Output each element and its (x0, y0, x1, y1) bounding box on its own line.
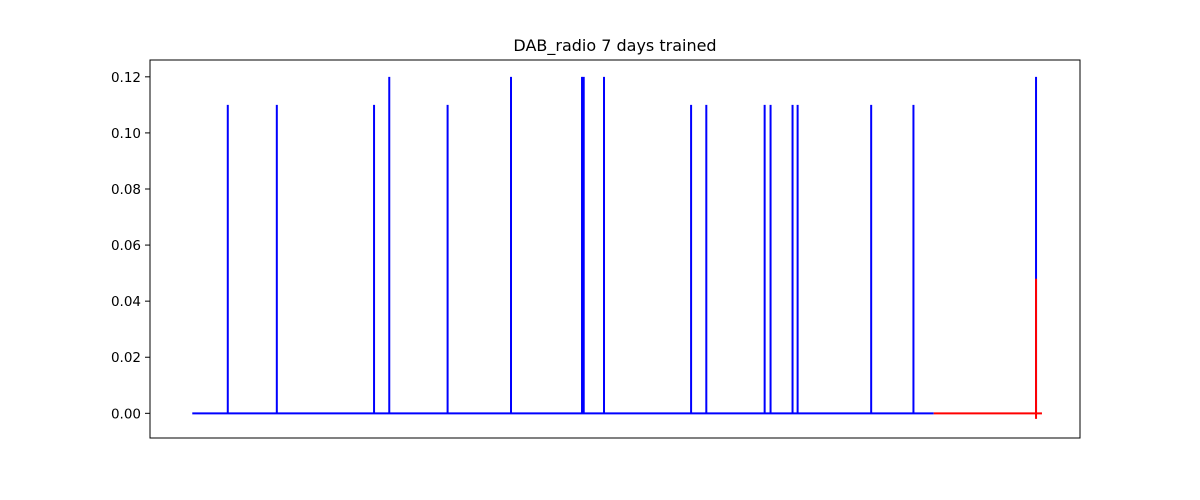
y-tick-label: 0.06 (111, 238, 141, 254)
y-tick-label: 0.12 (111, 70, 141, 86)
y-tick-label: 0.10 (111, 126, 141, 142)
y-tick-label: 0.08 (111, 182, 141, 198)
y-tick-label: 0.02 (111, 350, 141, 366)
plot-frame (149, 59, 1081, 439)
series-1 (933, 278, 1042, 419)
y-tick-label: 0.04 (111, 294, 141, 310)
y-axis: 0.00 0.02 0.04 0.06 0.08 0.10 0.12 (111, 70, 150, 422)
chart-title: DAB_radio 7 days trained (513, 36, 716, 56)
series-0 (192, 76, 1038, 415)
y-tick-label: 0.00 (111, 406, 141, 422)
series-layer (192, 76, 1042, 419)
